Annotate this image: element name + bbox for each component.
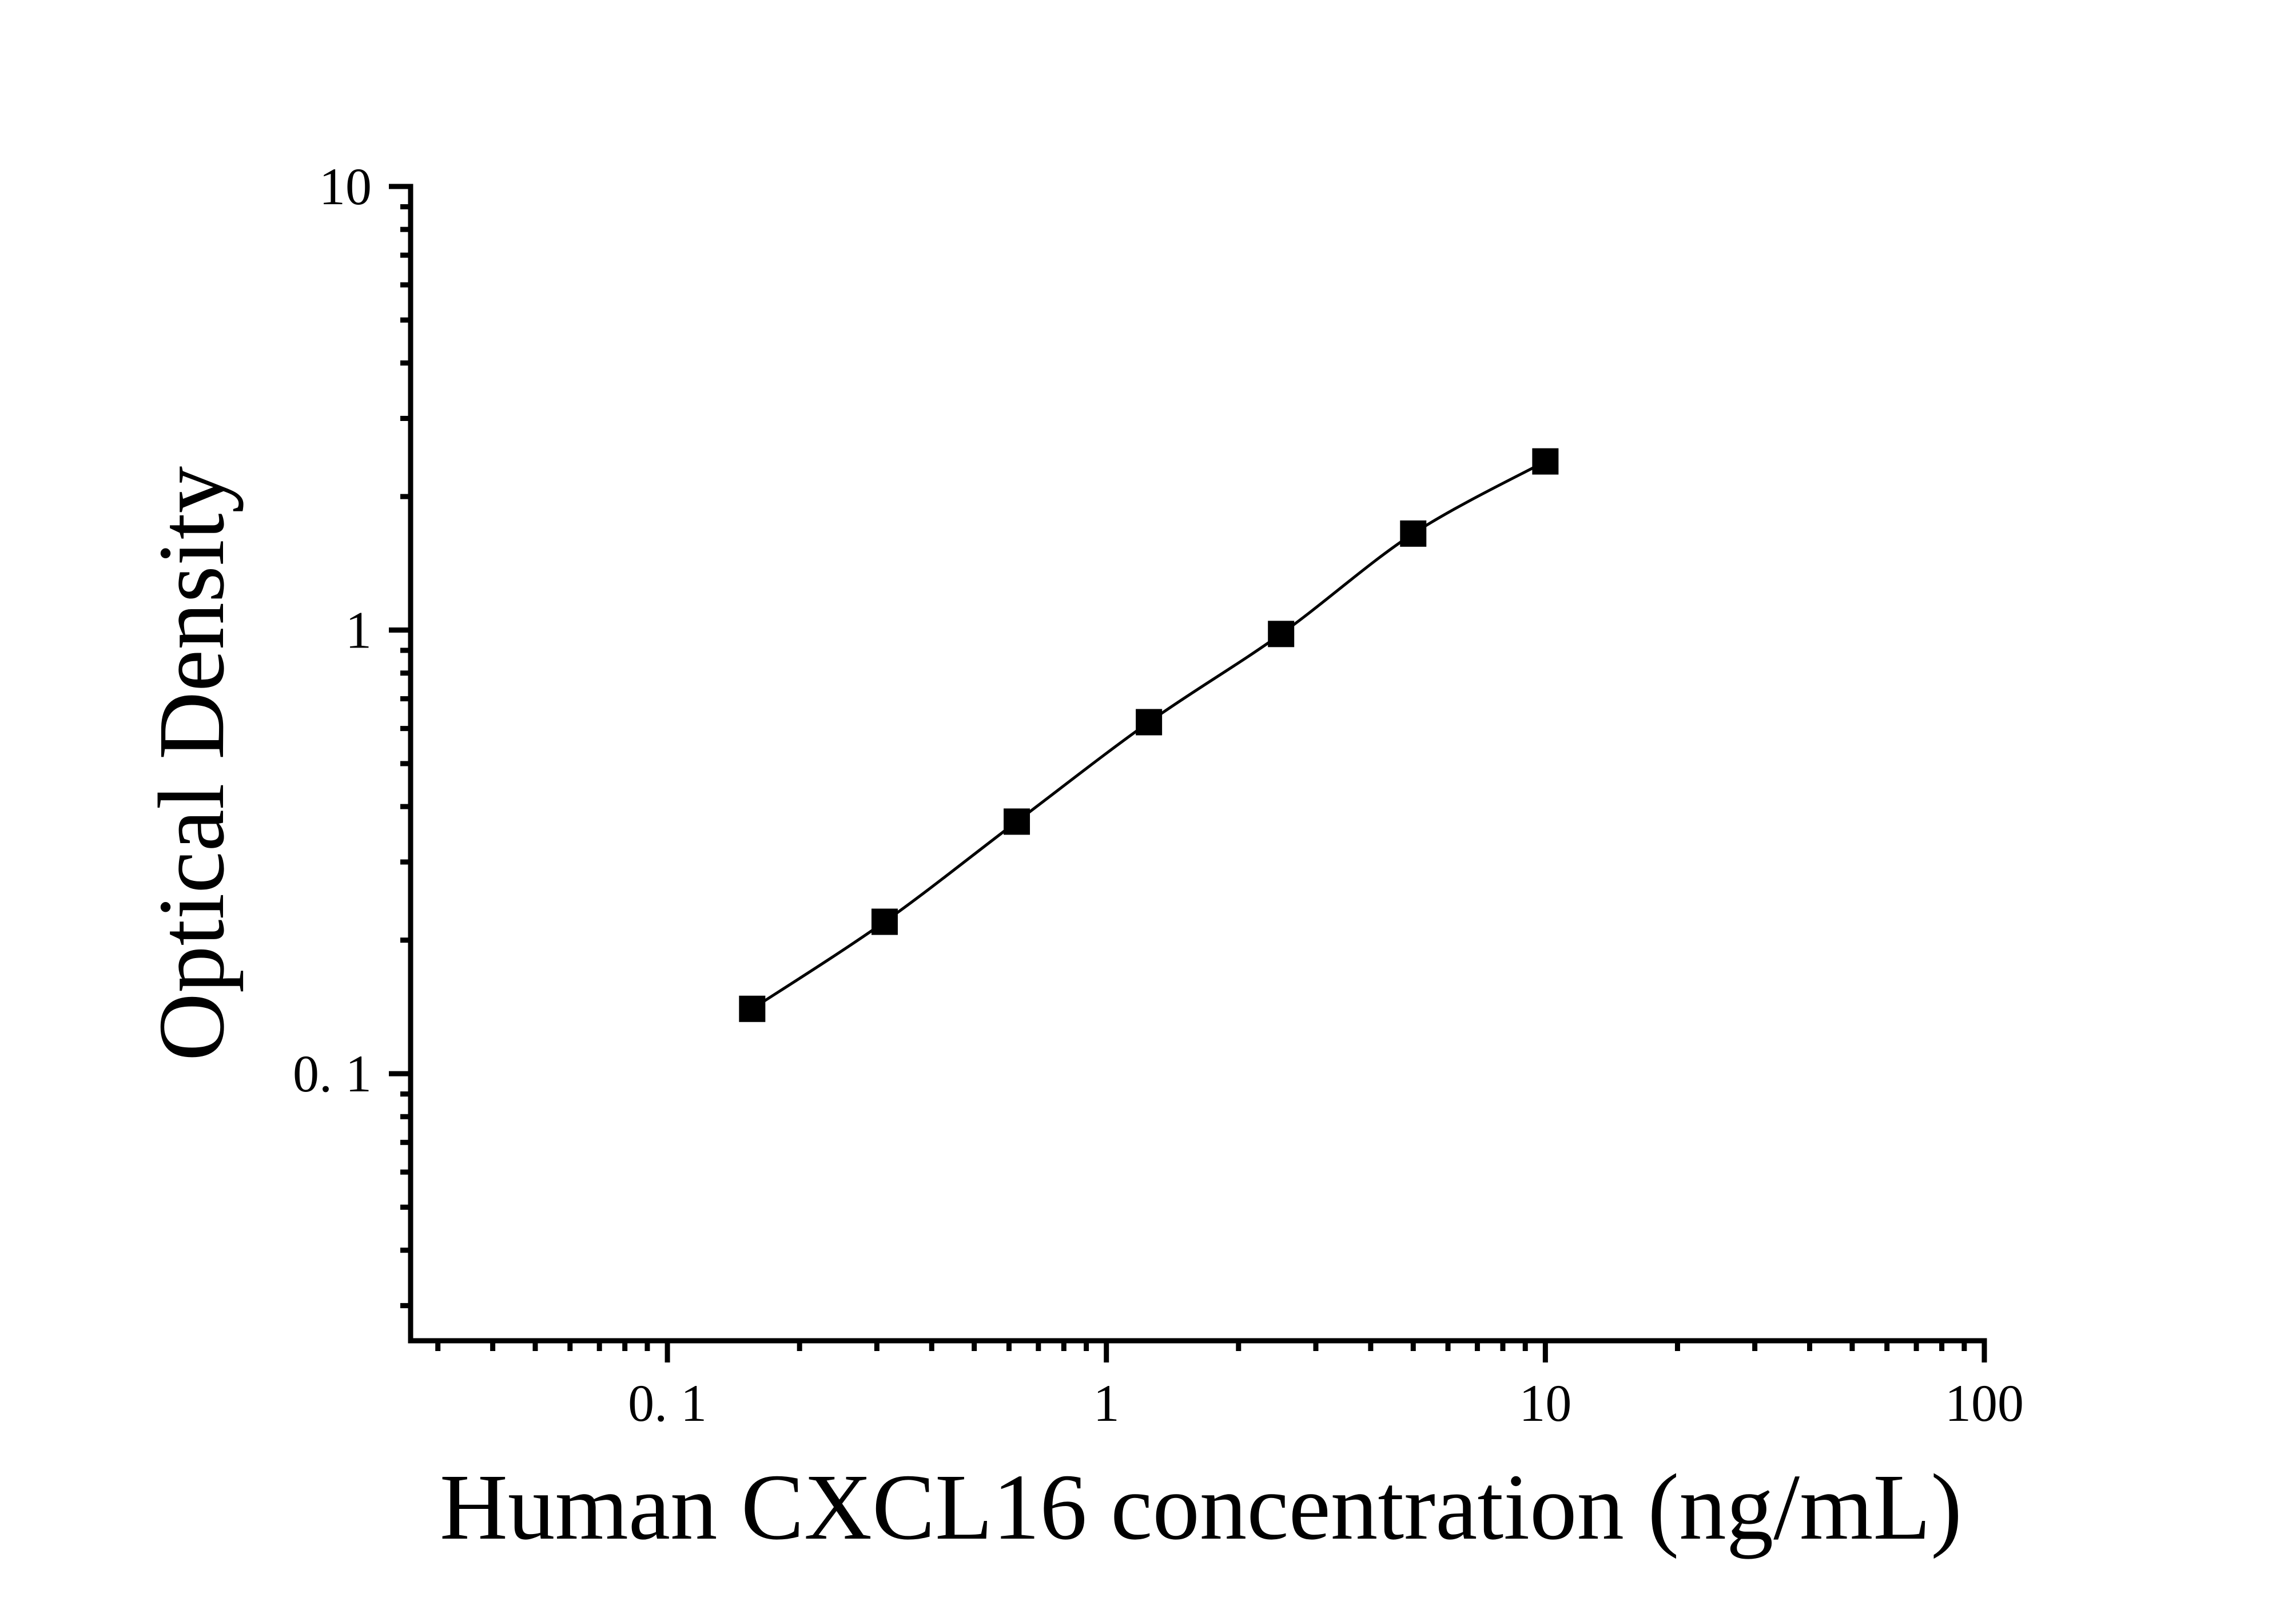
- data-point-marker: [1400, 520, 1427, 547]
- x-axis-title: Human CXCL16 concentration (ng/mL): [440, 1455, 1962, 1559]
- y-axis-tick-label: 1: [345, 601, 372, 660]
- data-point-marker: [871, 908, 898, 935]
- y-axis-tick-label: 10: [319, 157, 372, 216]
- axis-ticks: [389, 184, 1987, 1362]
- x-axis-tick-label: 100: [1945, 1374, 2024, 1432]
- data-point-marker: [1532, 448, 1559, 475]
- axis-tick-labels: 0. 1 1 10 100 0. 1 1 10: [293, 157, 2024, 1432]
- x-axis-tick-label: 10: [1519, 1374, 1571, 1432]
- data-point-marker: [1136, 709, 1163, 736]
- x-axis-tick-label: 0. 1: [628, 1374, 707, 1432]
- data-series: [739, 448, 1559, 1022]
- axes-frame: [408, 184, 1987, 1344]
- y-axis-title: Optical Density: [139, 466, 244, 1061]
- data-point-marker: [1004, 808, 1030, 835]
- x-axis-tick-label: 1: [1093, 1374, 1120, 1432]
- data-point-marker: [739, 995, 766, 1022]
- y-axis-tick-label: 0. 1: [293, 1044, 372, 1103]
- data-point-marker: [1268, 621, 1295, 647]
